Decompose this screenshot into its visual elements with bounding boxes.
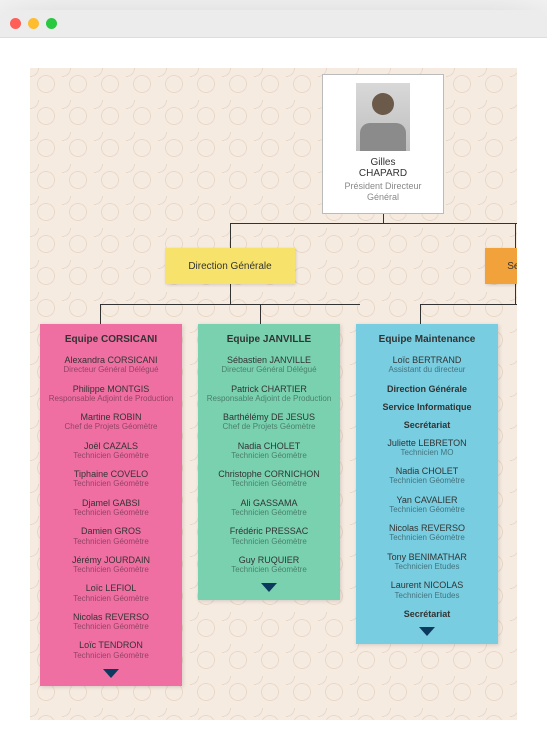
member-name: Nadia CHOLET	[204, 441, 334, 451]
member-role: Technicien Géomètre	[362, 505, 492, 514]
team-member: Ali GASSAMATechnicien Géomètre	[204, 498, 334, 518]
minimize-icon[interactable]	[28, 18, 39, 29]
team-section-label: Secrétariat	[362, 420, 492, 430]
maximize-icon[interactable]	[46, 18, 57, 29]
team-member: Nadia CHOLETTechnicien Géomètre	[204, 441, 334, 461]
member-name: Barthélémy DE JESUS	[204, 412, 334, 422]
team-member: Barthélémy DE JESUSChef de Projets Géomè…	[204, 412, 334, 432]
team-title: Equipe JANVILLE	[204, 334, 334, 345]
member-name: Juliette LEBRETON	[362, 438, 492, 448]
browser-frame: Gilles CHAPARD Président Directeur Génér…	[0, 10, 547, 750]
member-name: Jérémy JOURDAIN	[46, 555, 176, 565]
member-name: Patrick CHARTIER	[204, 384, 334, 394]
team-member: Tiphaine COVELOTechnicien Géomètre	[46, 469, 176, 489]
team-member: Yan CAVALIERTechnicien Géomètre	[362, 495, 492, 515]
team-member: Philippe MONTGISResponsable Adjoint de P…	[46, 384, 176, 404]
member-role: Responsable Adjoint de Production	[204, 394, 334, 403]
team-member: Martine ROBINChef de Projets Géomètre	[46, 412, 176, 432]
member-role: Technicien Géomètre	[46, 479, 176, 488]
member-role: Technicien Géomètre	[204, 537, 334, 546]
team-member: Nadia CHOLETTechnicien Géomètre	[362, 466, 492, 486]
canvas-padding: Gilles CHAPARD Président Directeur Génér…	[0, 38, 547, 750]
member-name: Sébastien JANVILLE	[204, 355, 334, 365]
team-member: Joël CAZALSTechnicien Géomètre	[46, 441, 176, 461]
member-role: Technicien Géomètre	[204, 565, 334, 574]
member-role: Directeur Général Délégué	[204, 365, 334, 374]
team-title: Equipe Maintenance	[362, 334, 492, 345]
expand-chevron-icon[interactable]	[419, 627, 435, 636]
team-layer: Equipe CORSICANIAlexandra CORSICANIDirec…	[30, 68, 517, 720]
member-role: Technicien Géomètre	[204, 508, 334, 517]
member-name: Frédéric PRESSAC	[204, 526, 334, 536]
member-role: Chef de Projets Géomètre	[204, 422, 334, 431]
team-member: Tony BENIMATHARTechnicien Etudes	[362, 552, 492, 572]
member-role: Chef de Projets Géomètre	[46, 422, 176, 431]
member-role: Directeur Général Délégué	[46, 365, 176, 374]
member-role: Technicien Géomètre	[46, 594, 176, 603]
org-chart-canvas: Gilles CHAPARD Président Directeur Génér…	[30, 68, 517, 720]
team-member: Damien GROSTechnicien Géomètre	[46, 526, 176, 546]
team-member: Guy RUQUIERTechnicien Géomètre	[204, 555, 334, 575]
team-member: Frédéric PRESSACTechnicien Géomètre	[204, 526, 334, 546]
team-member: Juliette LEBRETONTechnicien MO	[362, 438, 492, 458]
team-member: Jérémy JOURDAINTechnicien Géomètre	[46, 555, 176, 575]
team-section-label: Secrétariat	[362, 609, 492, 619]
member-name: Christophe CORNICHON	[204, 469, 334, 479]
member-role: Technicien MO	[362, 448, 492, 457]
team-column[interactable]: Equipe JANVILLE Sébastien JANVILLEDirecte…	[198, 324, 340, 600]
member-name: Ali GASSAMA	[204, 498, 334, 508]
member-name: Loïc TENDRON	[46, 640, 176, 650]
member-name: Guy RUQUIER	[204, 555, 334, 565]
member-role: Technicien Etudes	[362, 562, 492, 571]
member-name: Joël CAZALS	[46, 441, 176, 451]
member-role: Technicien Géomètre	[362, 533, 492, 542]
team-member: Djamel GABSITechnicien Géomètre	[46, 498, 176, 518]
team-column[interactable]: Equipe CORSICANI Alexandra CORSICANIDirec…	[40, 324, 182, 686]
team-member: Patrick CHARTIERResponsable Adjoint de P…	[204, 384, 334, 404]
team-section-label: Direction Générale	[362, 384, 492, 394]
team-member: Alexandra CORSICANIDirecteur Général Dél…	[46, 355, 176, 375]
team-title: Equipe CORSICANI	[46, 334, 176, 345]
team-member: Loïc LEFIOLTechnicien Géomètre	[46, 583, 176, 603]
member-role: Technicien Géomètre	[204, 479, 334, 488]
member-name: Alexandra CORSICANI	[46, 355, 176, 365]
member-role: Technicien Géomètre	[46, 651, 176, 660]
team-member: Loïc TENDRONTechnicien Géomètre	[46, 640, 176, 660]
expand-chevron-icon[interactable]	[261, 583, 277, 592]
team-section-label: Service Informatique	[362, 402, 492, 412]
member-name: Yan CAVALIER	[362, 495, 492, 505]
member-role: Technicien Géomètre	[46, 622, 176, 631]
member-role: Technicien Géomètre	[46, 565, 176, 574]
member-name: Laurent NICOLAS	[362, 580, 492, 590]
member-name: Philippe MONTGIS	[46, 384, 176, 394]
member-name: Martine ROBIN	[46, 412, 176, 422]
member-name: Djamel GABSI	[46, 498, 176, 508]
member-name: Nicolas REVERSO	[46, 612, 176, 622]
member-role: Technicien Géomètre	[46, 537, 176, 546]
member-role: Assistant du directeur	[362, 365, 492, 374]
member-name: Loïc BERTRAND	[362, 355, 492, 365]
member-role: Technicien Géomètre	[204, 451, 334, 460]
member-name: Damien GROS	[46, 526, 176, 536]
member-role: Technicien Etudes	[362, 591, 492, 600]
member-role: Responsable Adjoint de Production	[46, 394, 176, 403]
close-icon[interactable]	[10, 18, 21, 29]
member-name: Tony BENIMATHAR	[362, 552, 492, 562]
member-name: Tiphaine COVELO	[46, 469, 176, 479]
team-member: Sébastien JANVILLEDirecteur Général Délé…	[204, 355, 334, 375]
browser-titlebar	[0, 10, 547, 38]
team-member: Nicolas REVERSOTechnicien Géomètre	[362, 523, 492, 543]
expand-chevron-icon[interactable]	[103, 669, 119, 678]
member-name: Loïc LEFIOL	[46, 583, 176, 593]
member-name: Nicolas REVERSO	[362, 523, 492, 533]
team-member: Laurent NICOLASTechnicien Etudes	[362, 580, 492, 600]
team-member: Nicolas REVERSOTechnicien Géomètre	[46, 612, 176, 632]
member-role: Technicien Géomètre	[362, 476, 492, 485]
team-member: Christophe CORNICHONTechnicien Géomètre	[204, 469, 334, 489]
team-member: Loïc BERTRANDAssistant du directeur	[362, 355, 492, 375]
member-name: Nadia CHOLET	[362, 466, 492, 476]
member-role: Technicien Géomètre	[46, 451, 176, 460]
member-role: Technicien Géomètre	[46, 508, 176, 517]
team-column[interactable]: Equipe Maintenance Loïc BERTRANDAssistant…	[356, 324, 498, 644]
